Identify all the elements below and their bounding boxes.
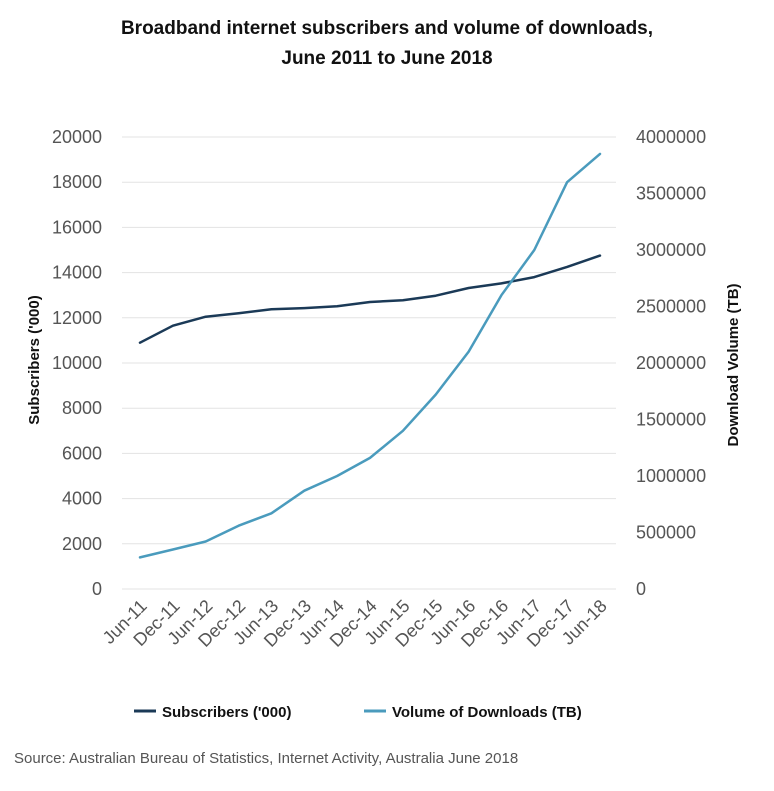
source-note: Source: Australian Bureau of Statistics,… [14, 750, 519, 767]
left-axis-ticks: 0 2000 4000 6000 8000 10000 12000 14000 16000 180… [52, 127, 102, 599]
right-tick-label: 3000000 [636, 240, 706, 260]
right-axis-ticks: 0 500000 1000000 1500000 2000000 2500000 30000… [636, 127, 706, 599]
series-line-downloads [138, 152, 602, 559]
right-tick-label: 1000000 [636, 466, 706, 486]
chart-title: Broadband internet subscribers and volum… [0, 14, 774, 74]
right-tick-label: 4000000 [636, 127, 706, 147]
legend-label: Subscribers ('000) [162, 704, 291, 721]
left-axis-title: Subscribers ('000) [26, 295, 43, 424]
left-tick-label: 2000 [62, 534, 102, 554]
legend: Subscribers ('000) Volume of Downloads (T… [134, 704, 582, 721]
left-tick-label: 20000 [52, 127, 102, 147]
left-tick-label: 10000 [52, 353, 102, 373]
left-tick-label: 16000 [52, 217, 102, 237]
right-tick-label: 500000 [636, 523, 696, 543]
left-tick-label: 14000 [52, 263, 102, 283]
left-tick-label: 18000 [52, 172, 102, 192]
legend-label: Volume of Downloads (TB) [392, 704, 582, 721]
left-tick-label: 0 [92, 579, 102, 599]
chart-title-line1: Broadband internet subscribers and volum… [120, 18, 654, 39]
right-tick-label: 0 [636, 579, 646, 599]
right-tick-label: 2500000 [636, 297, 706, 317]
left-tick-label: 12000 [52, 308, 102, 328]
x-axis-ticks: Jun-11Dec-11Jun-12Dec-12Jun-13Dec-13Jun-… [99, 596, 611, 651]
series-line-subscribers [138, 254, 602, 344]
right-tick-label: 3500000 [636, 184, 706, 204]
chart-title-line2: June 2011 to June 2018 [281, 48, 493, 69]
left-tick-label: 4000 [62, 489, 102, 509]
right-axis-title: Download Volume (TB) [725, 283, 742, 446]
series-lines [138, 152, 602, 559]
right-tick-label: 2000000 [636, 353, 706, 373]
left-tick-label: 8000 [62, 398, 102, 418]
gridlines [122, 136, 616, 590]
right-tick-label: 1500000 [636, 410, 706, 430]
left-tick-label: 6000 [62, 443, 102, 463]
